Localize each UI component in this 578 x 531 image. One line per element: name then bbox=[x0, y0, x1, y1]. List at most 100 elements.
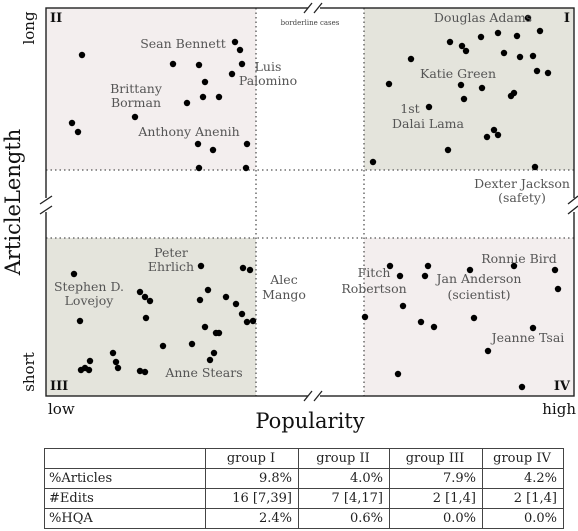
data-point bbox=[554, 285, 562, 293]
point-label: Stephen D. bbox=[54, 279, 124, 294]
data-point bbox=[77, 366, 85, 374]
data-point bbox=[239, 264, 247, 272]
data-point bbox=[386, 262, 394, 270]
data-point bbox=[195, 61, 203, 69]
data-point bbox=[544, 69, 552, 77]
data-point bbox=[141, 368, 149, 376]
table-cell: 4.0% bbox=[298, 468, 390, 489]
data-point bbox=[421, 272, 429, 280]
quadrant-I-region bbox=[364, 8, 574, 170]
table-cell: 0.0% bbox=[482, 508, 564, 529]
data-point bbox=[533, 67, 541, 75]
data-point bbox=[242, 164, 250, 172]
data-point bbox=[131, 113, 139, 121]
data-point bbox=[407, 55, 415, 63]
point-label: Dexter Jackson bbox=[474, 176, 570, 191]
point-label: Palomino bbox=[239, 73, 297, 88]
data-point bbox=[494, 131, 502, 139]
data-point bbox=[394, 370, 402, 378]
data-point bbox=[68, 119, 76, 127]
data-point bbox=[114, 364, 122, 372]
data-point bbox=[500, 49, 508, 57]
data-point bbox=[196, 296, 204, 304]
point-label: Borman bbox=[111, 95, 161, 110]
data-point bbox=[478, 84, 486, 92]
point-label: Fitch bbox=[358, 265, 391, 280]
table-cell: 2 [1,4] bbox=[482, 488, 564, 509]
point-label: Anthony Anenih bbox=[137, 124, 239, 139]
quadrant-label-II: II bbox=[50, 11, 62, 26]
quadrant-scatter-chart: borderline cases II I III IV low high Po… bbox=[1, 2, 578, 433]
data-point bbox=[424, 262, 432, 270]
point-label: Alec bbox=[269, 272, 297, 287]
table-cell: 16 [7,39] bbox=[205, 488, 299, 509]
borderline-cases-annotation: borderline cases bbox=[281, 19, 340, 27]
data-point bbox=[195, 164, 203, 172]
data-point bbox=[222, 293, 230, 301]
x-axis-label: Popularity bbox=[255, 409, 364, 433]
data-point bbox=[444, 146, 452, 154]
table-cell: 7.9% bbox=[389, 468, 483, 489]
quadrant-label-IV: IV bbox=[554, 379, 571, 394]
data-point bbox=[507, 92, 515, 100]
data-point bbox=[518, 383, 526, 391]
data-point bbox=[236, 46, 244, 54]
point-label: Peter bbox=[154, 245, 188, 260]
data-point bbox=[516, 53, 524, 61]
data-point bbox=[142, 314, 150, 322]
data-point bbox=[457, 81, 465, 89]
data-point bbox=[529, 324, 537, 332]
table-row: %HQA 2.4% 0.6% 0.0% 0.0% bbox=[44, 508, 564, 529]
data-point bbox=[194, 140, 202, 148]
data-point bbox=[396, 272, 404, 280]
x-tick-low: low bbox=[48, 400, 75, 418]
data-point bbox=[209, 146, 217, 154]
data-point bbox=[494, 29, 502, 37]
table-header-group-IV: group IV bbox=[482, 448, 564, 469]
table-cell: 2 [1,4] bbox=[389, 488, 483, 509]
point-label: Luis bbox=[255, 59, 282, 74]
table-header-group-III: group III bbox=[389, 448, 483, 469]
data-point bbox=[201, 323, 209, 331]
data-point bbox=[70, 270, 78, 278]
data-point bbox=[446, 38, 454, 46]
data-point bbox=[417, 318, 425, 326]
quadrant-II-region bbox=[46, 8, 256, 170]
data-point bbox=[136, 288, 144, 296]
table-header-group-II: group II bbox=[298, 448, 390, 469]
point-label: (scientist) bbox=[447, 287, 510, 302]
top-axis-break bbox=[303, 2, 323, 14]
point-label: Dalai Lama bbox=[392, 116, 465, 131]
data-point bbox=[243, 140, 251, 148]
point-label: Katie Green bbox=[420, 66, 496, 81]
point-label: Robertson bbox=[341, 281, 406, 296]
data-point bbox=[215, 93, 223, 101]
data-point bbox=[246, 266, 254, 274]
point-label: Jan Anderson bbox=[435, 271, 522, 286]
data-point bbox=[159, 342, 167, 350]
data-point bbox=[206, 356, 214, 364]
table-cell: 2.4% bbox=[205, 508, 299, 529]
data-point bbox=[430, 323, 438, 331]
data-point bbox=[369, 158, 377, 166]
point-label: (safety) bbox=[498, 190, 546, 205]
y-tick-long: long bbox=[20, 11, 38, 44]
data-point bbox=[141, 293, 149, 301]
table-row: #Edits 16 [7,39] 7 [4,17] 2 [1,4] 2 [1,4… bbox=[44, 488, 564, 509]
data-point bbox=[136, 367, 144, 375]
table-header-row: group I group II group III group IV bbox=[44, 448, 564, 469]
scatter-points bbox=[68, 14, 562, 391]
bottom-axis-break bbox=[303, 390, 323, 402]
data-point bbox=[462, 47, 470, 55]
data-point bbox=[399, 302, 407, 310]
data-point bbox=[524, 14, 532, 22]
data-point bbox=[112, 358, 120, 366]
y-axis-label: ArticleLength bbox=[1, 129, 25, 277]
data-point bbox=[529, 52, 537, 60]
data-point bbox=[76, 317, 84, 325]
table-cell: 0.0% bbox=[389, 508, 483, 529]
group-statistics-table: group I group II group III group IV %Art… bbox=[44, 448, 564, 529]
point-label: Anne Stears bbox=[164, 365, 242, 380]
right-axis-break bbox=[567, 195, 578, 215]
